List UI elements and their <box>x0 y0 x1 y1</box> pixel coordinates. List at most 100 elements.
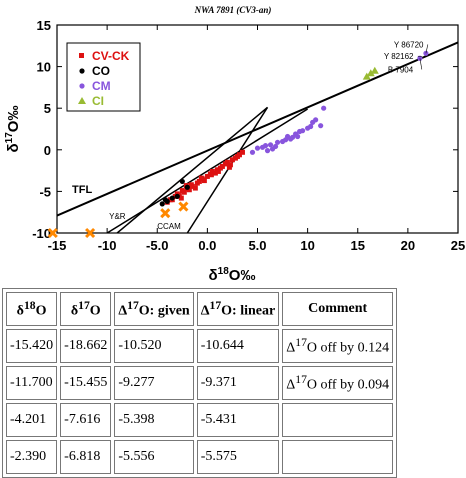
table-cell: -15.420 <box>6 329 58 363</box>
tfl-label: TFL <box>72 184 92 196</box>
table-header-cell: δ17O <box>60 292 112 326</box>
data-point-cv-ck <box>201 178 207 184</box>
table-header-cell: Δ17O: given <box>114 292 194 326</box>
data-point-cv-ck <box>196 178 202 184</box>
data-point-cv-ck <box>226 164 232 170</box>
data-point-cv-ck <box>186 187 192 193</box>
table-body: -15.420 -18.662 -10.520 -10.644 Δ17O off by … <box>6 329 394 474</box>
data-point-cv-ck <box>181 189 187 195</box>
table-cell: -10.644 <box>196 329 280 363</box>
annotation-label: Y 86720 <box>394 40 424 49</box>
table-cell: Δ17O off by 0.124 <box>282 329 394 363</box>
data-point-cm <box>274 139 281 145</box>
data-point-nwa7891 <box>178 201 189 212</box>
data-point-cv-ck <box>215 168 221 174</box>
table-header-row: δ18O δ17O Δ17O: given Δ17O: linear Comment <box>6 292 394 326</box>
data-point-cm <box>318 123 324 129</box>
data-point-cv-ck <box>188 182 194 188</box>
table-cell: -5.556 <box>114 440 194 474</box>
table-cell: -11.700 <box>6 366 58 400</box>
legend-marker <box>79 83 85 89</box>
annotation-label: B 7904 <box>388 65 414 74</box>
table-cell: -5.431 <box>196 403 280 437</box>
x-tick-label: 0.0 <box>198 238 216 253</box>
x-tick-label: -10 <box>98 238 117 253</box>
table-cell: -10.520 <box>114 329 194 363</box>
table-cell: -6.818 <box>60 440 112 474</box>
y-tick-label: 10 <box>37 60 51 75</box>
data-point-cm <box>297 128 303 135</box>
legend-entry: CV-CK <box>92 49 130 63</box>
data-point-cm <box>269 146 276 152</box>
annotation-leader <box>417 55 422 57</box>
data-point-cv-ck <box>204 173 210 179</box>
data-point-ci <box>362 72 371 80</box>
x-marker-stroke <box>85 227 96 239</box>
table-cell: Δ17O off by 0.094 <box>282 366 394 400</box>
table-cell: -4.201 <box>6 403 58 437</box>
table-cell: -15.455 <box>60 366 112 400</box>
x-tick-label: -5.0 <box>146 238 168 253</box>
legend-marker <box>79 53 84 58</box>
data-point-cm <box>282 137 289 143</box>
ref-line-ccam <box>116 106 269 233</box>
y-tick-label: 0 <box>44 143 51 158</box>
data-point-nwa7891 <box>85 227 96 239</box>
table-row: -11.700 -15.455 -9.277 -9.371 Δ17O off by 0.… <box>6 366 394 400</box>
data-point-cm <box>249 149 256 155</box>
data-point-cv-ck <box>224 159 230 165</box>
data-point-cm <box>295 133 301 140</box>
data-point-cm <box>267 142 274 148</box>
x-tick-label: 5.0 <box>248 238 266 253</box>
data-point-cv-ck <box>229 157 235 163</box>
table-cell: -18.662 <box>60 329 112 363</box>
x-marker-stroke <box>160 208 171 219</box>
chart-svg: NWA 7891 (CV3-an)-15 -10 -5.0 0.0 5.0 10 15 20 2… <box>4 5 465 284</box>
legend-entry: CM <box>92 79 111 93</box>
data-point-cm <box>423 50 429 56</box>
table-cell: -5.398 <box>114 403 194 437</box>
legend-marker <box>79 68 85 74</box>
data-point-cm <box>308 123 314 130</box>
x-tick-label: -15 <box>48 238 67 253</box>
data-point-cv-ck <box>178 195 184 201</box>
y-tick-label: -5 <box>39 184 51 199</box>
annotation-label: Y 82162 <box>384 52 414 61</box>
table-header-cell: Comment <box>282 292 394 326</box>
data-point-nwa7891 <box>47 227 58 239</box>
table-header-cell: Δ17O: linear <box>196 292 280 326</box>
table-cell: -9.371 <box>196 366 280 400</box>
table-cell: -5.575 <box>196 440 280 474</box>
ref-line-tfl <box>57 41 458 217</box>
table-cell: -7.616 <box>60 403 112 437</box>
table-header-cell: δ18O <box>6 292 58 326</box>
table-row: -4.201 -7.616 -5.398 -5.431 <box>6 403 394 437</box>
data-point-co <box>184 184 190 190</box>
x-tick-label: 25 <box>451 238 465 253</box>
data-point-cm <box>289 134 296 140</box>
y-axis-label: δ17O‰ <box>4 106 22 153</box>
data-point-cv-ck <box>212 170 218 176</box>
oxygen-isotope-chart: NWA 7891 (CV3-an) -15 -10 -5.0 0.0 5.0 10 15 20 2… <box>4 5 465 284</box>
data-point-cm <box>310 119 316 125</box>
table-row: -2.390 -6.818 -5.556 -5.575 <box>6 440 394 474</box>
table-cell <box>282 440 394 474</box>
data-point-co <box>162 197 168 203</box>
table-cell: -9.277 <box>114 366 194 400</box>
annotation-leader <box>419 58 423 70</box>
x-axis-label: δ18O‰ <box>209 266 256 284</box>
data-point-cv-ck <box>198 175 204 181</box>
data-point-cm <box>264 148 271 154</box>
y-tick-label: -10 <box>32 226 51 241</box>
ref-line-unlabeled <box>186 106 269 233</box>
data-point-cv-ck <box>236 152 242 158</box>
data-point-cv-ck <box>208 172 214 178</box>
table-row: -15.420 -18.662 -10.520 -10.644 Δ17O off by … <box>6 329 394 363</box>
data-point-ci <box>370 66 379 74</box>
annotation-leader <box>425 44 429 54</box>
data-point-co <box>159 201 165 207</box>
data-point-cv-ck <box>209 168 215 174</box>
x-tick-label: 10 <box>300 238 314 253</box>
x-marker-stroke <box>178 201 189 212</box>
